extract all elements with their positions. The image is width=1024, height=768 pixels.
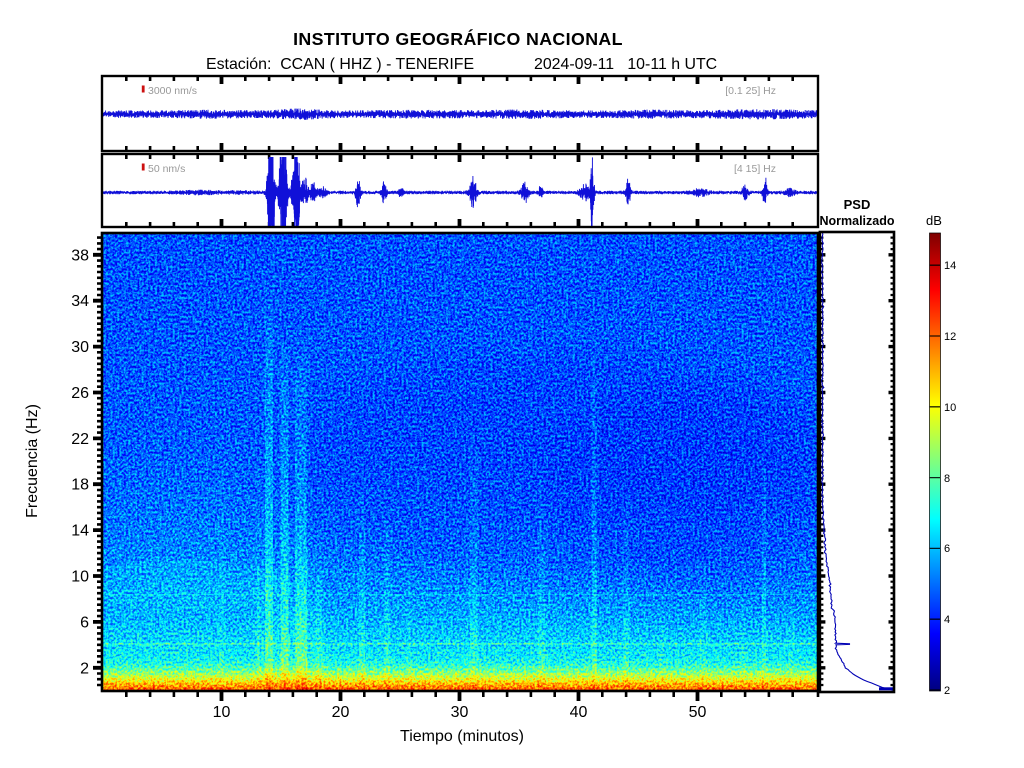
- svg-text:[4 15] Hz: [4 15] Hz: [734, 163, 776, 175]
- svg-text:34: 34: [71, 293, 89, 310]
- svg-text:14: 14: [944, 260, 956, 272]
- svg-text:50 nm/s: 50 nm/s: [148, 163, 185, 175]
- svg-text:Frecuencia (Hz): Frecuencia (Hz): [24, 404, 41, 518]
- svg-text:6: 6: [944, 543, 950, 555]
- svg-text:3000 nm/s: 3000 nm/s: [148, 85, 197, 97]
- svg-text:Normalizado: Normalizado: [819, 214, 894, 228]
- svg-text:dB: dB: [926, 213, 942, 228]
- svg-text:18: 18: [71, 477, 89, 494]
- svg-text:[0.1 25] Hz: [0.1 25] Hz: [725, 85, 776, 97]
- svg-text:2024-09-11 10-11 h UTC: 2024-09-11 10-11 h UTC: [534, 56, 717, 73]
- svg-text:10: 10: [71, 569, 89, 586]
- svg-text:Tiempo (minutos): Tiempo (minutos): [400, 728, 524, 745]
- svg-text:14: 14: [71, 523, 89, 540]
- svg-text:8: 8: [944, 473, 950, 485]
- svg-text:40: 40: [570, 704, 588, 721]
- svg-text:30: 30: [451, 704, 469, 721]
- svg-text:10: 10: [213, 704, 231, 721]
- svg-text:6: 6: [80, 614, 89, 631]
- svg-text:30: 30: [71, 339, 89, 356]
- svg-text:4: 4: [944, 614, 950, 626]
- svg-text:22: 22: [71, 431, 89, 448]
- svg-text:50: 50: [689, 704, 707, 721]
- svg-text:2: 2: [944, 685, 950, 697]
- svg-text:Estación: CCAN ( HHZ ) - TENE: Estación: CCAN ( HHZ ) - TENERIFE: [206, 56, 474, 73]
- svg-text:20: 20: [332, 704, 350, 721]
- svg-text:PSD: PSD: [844, 197, 871, 212]
- svg-text:INSTITUTO GEOGRÁFICO NACIONAL: INSTITUTO GEOGRÁFICO NACIONAL: [293, 28, 623, 49]
- svg-text:12: 12: [944, 331, 956, 343]
- svg-text:26: 26: [71, 385, 89, 402]
- svg-text:2: 2: [80, 660, 89, 677]
- svg-text:38: 38: [71, 247, 89, 264]
- svg-text:10: 10: [944, 402, 956, 414]
